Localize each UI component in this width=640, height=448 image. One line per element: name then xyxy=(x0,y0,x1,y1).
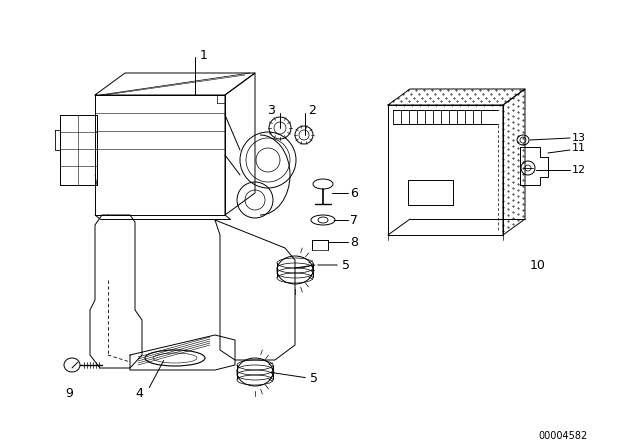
Text: 11: 11 xyxy=(572,143,586,153)
Text: 00004582: 00004582 xyxy=(539,431,588,441)
Text: 7: 7 xyxy=(350,214,358,227)
Text: 13: 13 xyxy=(572,133,586,143)
Text: 5: 5 xyxy=(342,258,350,271)
Text: 4: 4 xyxy=(135,387,143,400)
Text: 5: 5 xyxy=(310,371,318,384)
Text: 8: 8 xyxy=(350,236,358,249)
Text: 6: 6 xyxy=(350,186,358,199)
Text: 9: 9 xyxy=(65,387,73,400)
Text: 12: 12 xyxy=(572,165,586,175)
Text: 10: 10 xyxy=(530,258,546,271)
Text: 1: 1 xyxy=(200,48,208,61)
Text: 2: 2 xyxy=(308,103,316,116)
Text: 3: 3 xyxy=(267,103,275,116)
